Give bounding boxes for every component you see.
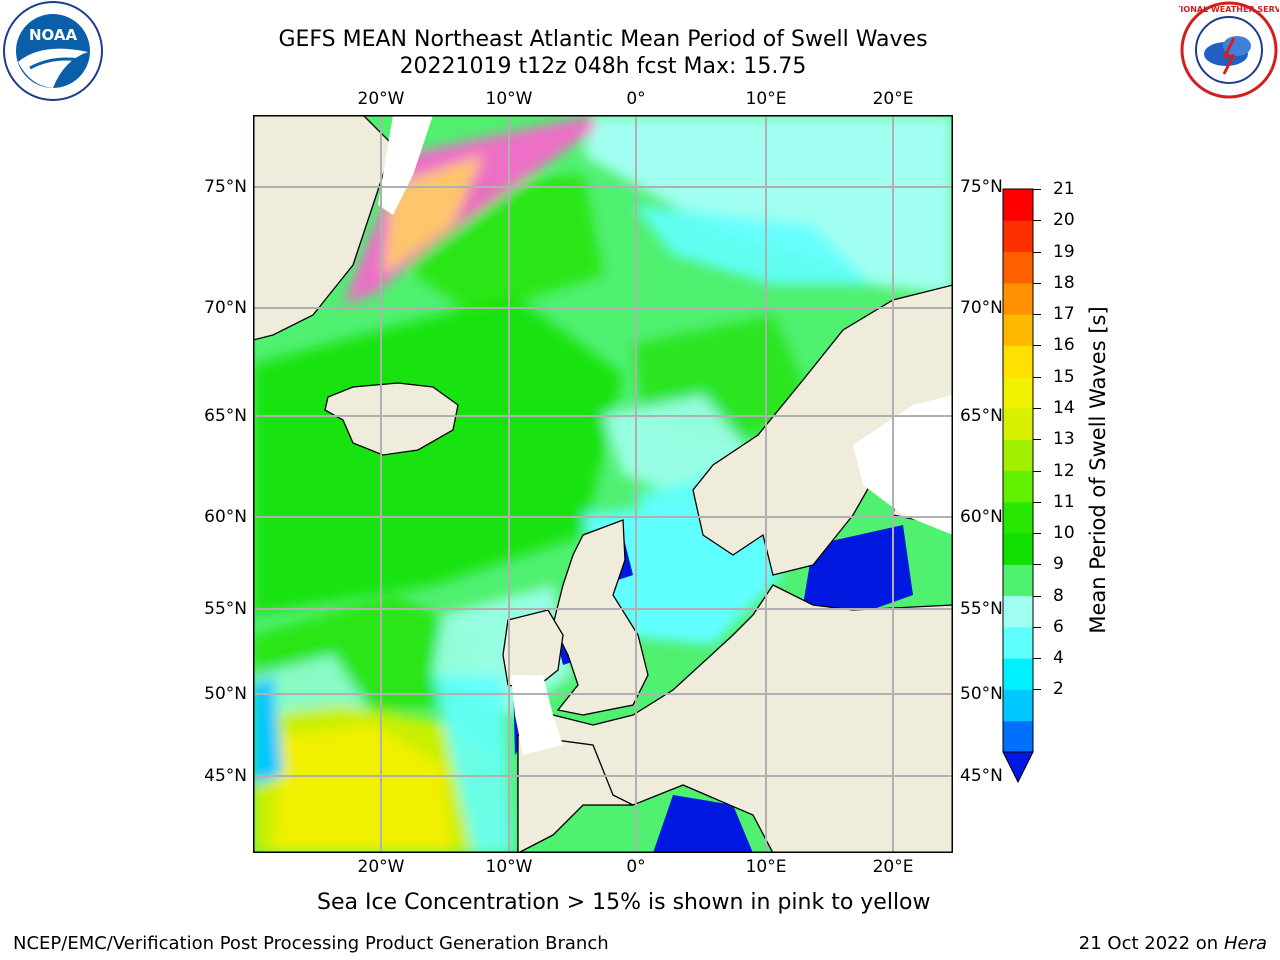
colorbar-tick-mark	[1033, 376, 1041, 378]
lat-label-right: 60°N	[960, 507, 1003, 527]
colorbar-tick-mark	[1033, 689, 1041, 691]
colorbar-tick-mark	[1033, 470, 1041, 472]
lon-label-top: 20°E	[872, 89, 914, 109]
colorbar-segment	[1003, 720, 1033, 753]
colorbar-tick-label: 2	[1053, 679, 1064, 700]
colorbar-tick-label: 13	[1053, 429, 1075, 450]
colorbar-tick-mark	[1033, 220, 1041, 222]
colorbar-tick-label: 8	[1053, 585, 1064, 606]
noaa-logo: NOAA	[3, 1, 103, 101]
colorbar-tick-mark	[1033, 314, 1041, 316]
lon-label-bottom: 10°E	[745, 857, 787, 877]
colorbar-segment	[1003, 564, 1033, 597]
lat-label-right: 75°N	[960, 177, 1003, 197]
nws-logo: NATIONAL WEATHER SERVICE	[1179, 1, 1279, 99]
lat-label-right: 65°N	[960, 406, 1003, 426]
lat-label-left: 75°N	[204, 177, 247, 197]
lon-label-top: 10°W	[485, 89, 533, 109]
colorbar-tick-mark	[1033, 407, 1041, 409]
colorbar-segment	[1003, 595, 1033, 628]
colorbar-segment	[1003, 282, 1033, 315]
colorbar-tick-mark	[1033, 626, 1041, 628]
colorbar-segment	[1003, 314, 1033, 346]
colorbar-tick-label: 4	[1053, 648, 1064, 669]
chart-title: GEFS MEAN Northeast Atlantic Mean Period…	[278, 27, 928, 52]
colorbar-segment	[1003, 220, 1033, 253]
lat-label-right: 55°N	[960, 599, 1003, 619]
generation-stamp: 21 Oct 2022 on Hera	[1079, 933, 1267, 954]
colorbar-tick-label: 9	[1053, 554, 1064, 575]
noaa-logo-text: NOAA	[29, 26, 78, 44]
lat-label-left: 70°N	[204, 298, 247, 318]
lat-label-right: 50°N	[960, 684, 1003, 704]
colorbar-tick-mark	[1033, 345, 1041, 347]
colorbar-segment	[1003, 407, 1033, 440]
lat-label-left: 55°N	[204, 599, 247, 619]
lat-label-right: 45°N	[960, 766, 1003, 786]
colorbar-tick-mark	[1033, 439, 1041, 441]
colorbar-tick-mark	[1033, 564, 1041, 566]
colorbar-tick-label: 21	[1053, 179, 1075, 199]
graticule	[253, 115, 953, 853]
colorbar-segment	[1003, 470, 1033, 503]
lon-label-top: 0°	[626, 89, 646, 109]
colorbar	[1002, 188, 1034, 784]
colorbar-tick-label: 17	[1053, 304, 1075, 325]
lat-label-left: 45°N	[204, 766, 247, 786]
lat-label-left: 50°N	[204, 684, 247, 704]
colorbar-label: Mean Period of Swell Waves [s]	[1086, 306, 1110, 634]
colorbar-tick-mark	[1033, 501, 1041, 503]
colorbar-tick-mark	[1033, 658, 1041, 660]
colorbar-segment	[1003, 501, 1033, 534]
colorbar-segment	[1003, 658, 1033, 690]
colorbar-tick-mark	[1033, 533, 1041, 535]
colorbar-segment	[1003, 689, 1033, 722]
colorbar-segment	[1003, 251, 1033, 284]
colorbar-tick-mark	[1033, 251, 1041, 253]
colorbar-tick-label: 6	[1053, 616, 1064, 637]
lon-label-top: 20°W	[357, 89, 405, 109]
colorbar-tick-label: 16	[1053, 335, 1075, 356]
colorbar-segment	[1003, 533, 1033, 565]
colorbar-segment	[1003, 439, 1033, 471]
nws-logo-text: NATIONAL WEATHER SERVICE	[1179, 5, 1279, 14]
colorbar-tick-label: 11	[1053, 491, 1075, 512]
colorbar-segment	[1003, 345, 1033, 378]
lon-label-bottom: 10°W	[485, 857, 533, 877]
lon-label-bottom: 20°W	[357, 857, 405, 877]
sea-ice-note: Sea Ice Concentration > 15% is shown in …	[317, 890, 931, 915]
lat-label-left: 65°N	[204, 406, 247, 426]
lon-label-bottom: 0°	[626, 857, 646, 877]
colorbar-tick-label: 15	[1053, 366, 1075, 387]
producer-credit: NCEP/EMC/Verification Post Processing Pr…	[13, 933, 609, 954]
lat-label-right: 70°N	[960, 298, 1003, 318]
colorbar-segment	[1003, 189, 1033, 221]
colorbar-segment	[1003, 376, 1033, 409]
colorbar-tick-label: 18	[1053, 272, 1075, 293]
colorbar-tick-label: 14	[1053, 397, 1075, 418]
chart-subtitle: 20221019 t12z 048h fcst Max: 15.75	[399, 54, 807, 79]
lon-label-bottom: 20°E	[872, 857, 914, 877]
colorbar-tick-label: 20	[1053, 210, 1075, 231]
colorbar-tick-mark	[1033, 595, 1041, 597]
lat-label-left: 60°N	[204, 507, 247, 527]
colorbar-tick-mark	[1033, 282, 1041, 284]
generation-date: 21 Oct 2022 on	[1078, 933, 1224, 954]
colorbar-tick-label: 19	[1053, 241, 1075, 262]
colorbar-tick-label: 10	[1053, 523, 1075, 544]
colorbar-tick-mark	[1033, 189, 1041, 190]
host-name: Hera	[1223, 933, 1267, 954]
lon-label-top: 10°E	[745, 89, 787, 109]
map-panel	[253, 115, 953, 853]
colorbar-tick-label: 12	[1053, 460, 1075, 481]
colorbar-segment	[1003, 626, 1033, 659]
